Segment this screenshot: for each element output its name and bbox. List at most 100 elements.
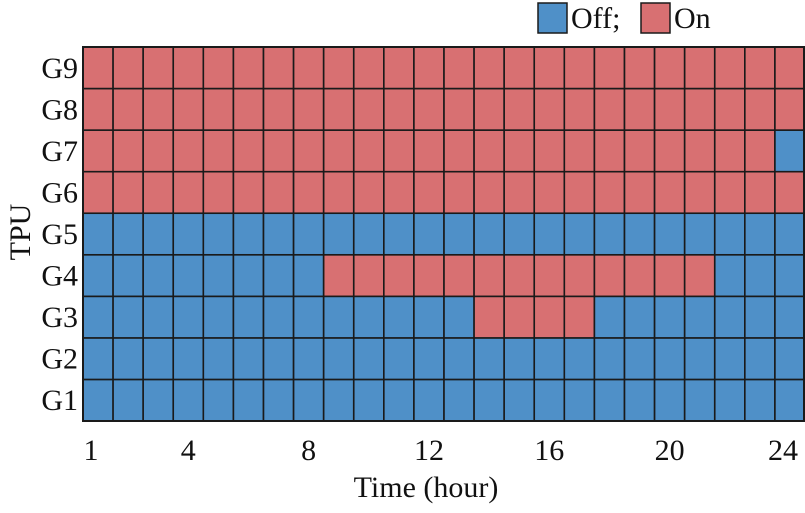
x-tick-label-20: 20 [655,434,685,467]
heatmap-cell-g9-h11 [383,46,415,90]
heatmap-cell-g7-h22 [713,129,746,173]
heatmap-cell-g3-h3 [142,295,175,339]
heatmap-cell-g3-h12 [413,295,445,339]
heatmap-cell-g9-h13 [443,46,475,90]
heatmap-cell-g1-h6 [232,378,265,422]
heatmap-cell-g2-h14 [473,337,505,381]
heatmap-cell-g6-h19 [623,170,656,215]
heatmap-cell-g8-h23 [744,87,776,131]
heatmap-cell-g1-h9 [322,378,355,422]
heatmap-cell-g9-h14 [473,46,505,90]
heatmap-cell-g3-h5 [202,295,235,339]
heatmap-cell-g9-h5 [202,46,235,90]
heatmap-cell-g2-h10 [352,337,385,381]
heatmap-cell-g9-h6 [232,46,265,90]
heatmap-cell-g3-h13 [443,295,475,339]
heatmap-cell-g4-h3 [142,253,175,298]
heatmap-cell-g9-h3 [142,46,175,90]
y-tick-label-g4: G4 [41,260,78,293]
heatmap-cell-g9-h18 [593,46,626,90]
heatmap-cell-g8-h21 [683,87,716,131]
heatmap-cell-g4-h11 [383,253,415,298]
heatmap-cell-g3-h16 [533,295,566,339]
heatmap-cell-g6-h16 [533,170,566,215]
heatmap-cell-g8-h20 [653,87,686,131]
heatmap-cell-g8-h10 [352,87,385,131]
heatmap-cell-g5-h12 [413,212,445,256]
heatmap-cell-g7-h24 [774,129,805,173]
heatmap-cell-g1-h12 [413,378,445,422]
heatmap-cell-g6-h18 [593,170,626,215]
heatmap-cell-g5-h21 [683,212,716,256]
heatmap-cell-g4-h7 [262,253,295,298]
heatmap-cell-g2-h2 [112,337,144,381]
heatmap-cell-g8-h9 [322,87,355,131]
heatmap-cell-g8-h22 [713,87,746,131]
heatmap-cell-g4-h22 [713,253,746,298]
y-tick-label-g8: G8 [41,93,78,126]
heatmap-cell-g9-h1 [82,46,114,90]
heatmap-cell-g3-h4 [172,295,205,339]
heatmap-cell-g3-h24 [774,295,805,339]
heatmap-cell-g9-h17 [563,46,596,90]
heatmap-cell-g7-h12 [413,129,445,173]
heatmap-cell-g3-h6 [232,295,265,339]
heatmap-cell-g5-h8 [292,212,325,256]
x-tick-label-12: 12 [414,434,444,467]
heatmap-cell-g9-h24 [774,46,805,90]
heatmap-cell-g8-h19 [623,87,656,131]
y-tick-label-g9: G9 [41,52,78,85]
heatmap-cell-g7-h8 [292,129,325,173]
x-tick-label-4: 4 [181,434,196,467]
heatmap-cell-g2-h12 [413,337,445,381]
heatmap-cell-g5-h20 [653,212,686,256]
heatmap-cell-g5-h11 [383,212,415,256]
heatmap-cell-g2-h6 [232,337,265,381]
heatmap-cell-g7-h6 [232,129,265,173]
x-axis-tick-labels: 1 4 8 12 16 20 24 [84,434,799,467]
heatmap-cell-g1-h4 [172,378,205,422]
y-tick-label-g7: G7 [41,135,78,168]
heatmap-cell-g4-h20 [653,253,686,298]
heatmap-cell-g4-h17 [563,253,596,298]
heatmap-cell-g6-h3 [142,170,175,215]
heatmap-cell-g2-h24 [774,337,805,381]
heatmap-cell-g4-h14 [473,253,505,298]
heatmap-cell-g3-h11 [383,295,415,339]
heatmap-cell-g2-h9 [322,337,355,381]
y-tick-label-g3: G3 [41,301,78,334]
heatmap-cell-g7-h17 [563,129,596,173]
heatmap-cells [82,46,805,422]
heatmap-cell-g8-h3 [142,87,175,131]
heatmap-cell-g8-h5 [202,87,235,131]
heatmap-cell-g8-h2 [112,87,144,131]
heatmap-cell-g6-h7 [262,170,295,215]
heatmap-cell-g9-h16 [533,46,566,90]
heatmap-cell-g4-h5 [202,253,235,298]
x-tick-label-1: 1 [84,434,99,467]
heatmap-cell-g5-h5 [202,212,235,256]
heatmap-cell-g6-h6 [232,170,265,215]
y-tick-label-g5: G5 [41,218,78,251]
heatmap-cell-g2-h1 [82,337,114,381]
heatmap-cell-g3-h22 [713,295,746,339]
heatmap-cell-g7-h7 [262,129,295,173]
heatmap-cell-g9-h4 [172,46,205,90]
heatmap-cell-g2-h17 [563,337,596,381]
heatmap-cell-g4-h18 [593,253,626,298]
heatmap-cell-g7-h2 [112,129,144,173]
heatmap-cell-g4-h10 [352,253,385,298]
heatmap-cell-g9-h2 [112,46,144,90]
heatmap-cell-g7-h9 [322,129,355,173]
heatmap-cell-g7-h10 [352,129,385,173]
heatmap-cell-g4-h12 [413,253,445,298]
heatmap-cell-g6-h12 [413,170,445,215]
heatmap-cell-g8-h1 [82,87,114,131]
heatmap-cell-g8-h7 [262,87,295,131]
heatmap-cell-g2-h8 [292,337,325,381]
heatmap-cell-g4-h19 [623,253,656,298]
heatmap-cell-g4-h15 [503,253,536,298]
heatmap-cell-g8-h12 [413,87,445,131]
